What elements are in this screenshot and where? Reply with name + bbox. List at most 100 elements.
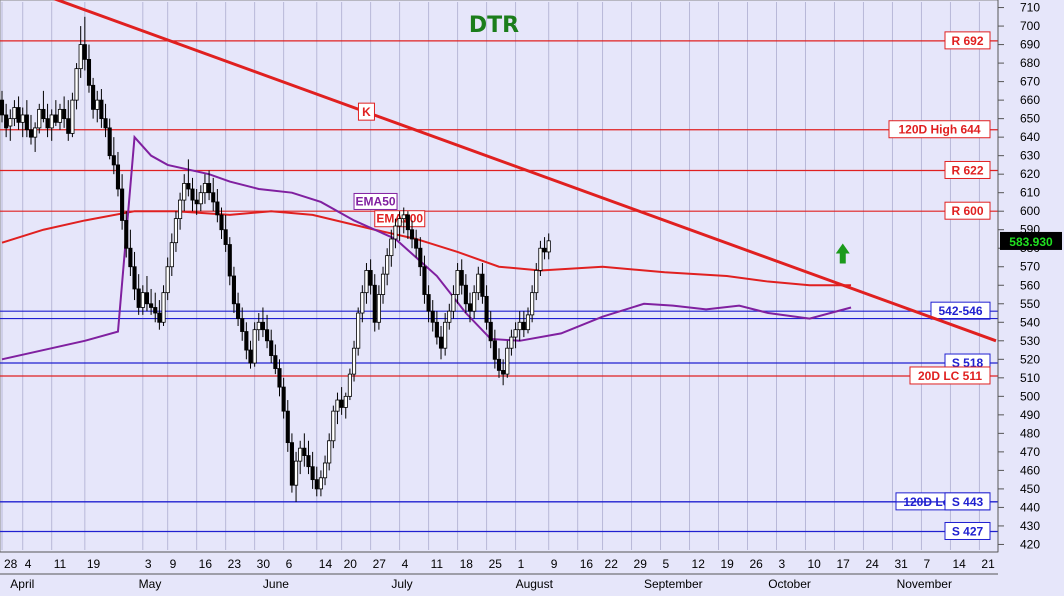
x-tick-label: 17 (836, 557, 850, 571)
candle-body (372, 284, 377, 323)
month-label: April (10, 577, 34, 591)
candle-body (409, 229, 415, 240)
candle-body (438, 336, 444, 349)
month-label: June (263, 577, 289, 591)
candle-body (467, 303, 473, 312)
candle-body (422, 266, 427, 295)
candle-body (136, 288, 141, 308)
candle-body (496, 358, 502, 371)
candle-body (451, 294, 456, 312)
month-label: September (644, 577, 703, 591)
candle-body (86, 58, 92, 86)
candle-body (509, 336, 514, 349)
x-tick-label: 30 (257, 557, 271, 571)
candle-body (128, 247, 133, 268)
level-label-box (944, 201, 991, 220)
candle-body (12, 107, 17, 120)
candle-body (534, 270, 539, 294)
level-label: 120D High 644 (898, 123, 980, 137)
x-tick-label: 9 (551, 557, 558, 571)
y-tick-label: 470 (1020, 445, 1040, 459)
candle-body (45, 118, 50, 129)
x-tick-label: 28 (4, 557, 18, 571)
candle-body (8, 118, 13, 127)
candle-body (517, 321, 522, 331)
x-tick-label: 3 (145, 557, 152, 571)
candle-body (418, 247, 423, 268)
candle-body (244, 331, 249, 351)
month-label: May (139, 577, 162, 591)
candle-body (149, 303, 154, 308)
candle-body (339, 399, 344, 408)
candle-body (169, 242, 174, 268)
y-tick-label: 500 (1020, 389, 1040, 403)
month-label: October (768, 577, 811, 591)
x-tick-label: 29 (634, 557, 648, 571)
candle-body (364, 270, 369, 294)
candle-body (318, 477, 323, 490)
y-tick-label: 680 (1020, 56, 1040, 70)
candle-body (426, 294, 431, 312)
candle-body (455, 270, 460, 295)
candle-body (240, 318, 245, 332)
candle-body (49, 114, 54, 129)
last-price-label: 583.930 (1009, 235, 1053, 249)
y-tick-label: 610 (1020, 186, 1040, 200)
candle-body (227, 244, 232, 277)
y-tick-label: 480 (1020, 426, 1040, 440)
candle-body (24, 114, 29, 131)
candle-body (95, 99, 100, 110)
candle-body (70, 99, 75, 134)
y-tick-label: 450 (1020, 482, 1040, 496)
candle-body (153, 307, 158, 314)
month-label: November (897, 577, 952, 591)
candle-body (20, 114, 25, 123)
candle-body (385, 255, 390, 275)
y-tick-label: 540 (1020, 315, 1040, 329)
x-tick-label: 21 (981, 557, 995, 571)
candle-body (194, 199, 199, 205)
candle-body (57, 108, 63, 123)
candle-body (111, 155, 116, 166)
candle-body (314, 479, 319, 490)
chart-title: DTR (469, 13, 519, 38)
candle-body (82, 44, 87, 60)
candle-body (347, 373, 352, 397)
x-tick-label: 11 (54, 557, 67, 571)
candle-body (256, 321, 261, 331)
level-label-box (888, 120, 991, 139)
candle-body (505, 347, 510, 375)
candle-body (484, 295, 489, 323)
x-tick-label: 20 (344, 557, 358, 571)
level-label: 542-546 (938, 304, 982, 318)
candle-body (294, 460, 299, 486)
candle-body (322, 462, 328, 479)
ema-label: EMA50 (356, 194, 396, 208)
candle-body (414, 238, 419, 249)
candle-body (140, 292, 145, 308)
x-tick-label: 5 (663, 557, 670, 571)
candle-body (285, 410, 290, 444)
last-price-box (1000, 231, 1062, 250)
x-tick-label: 11 (431, 557, 444, 571)
candle-body (182, 183, 187, 201)
y-tick-label: 660 (1020, 93, 1040, 107)
y-tick-label: 460 (1020, 463, 1040, 477)
candle-body (459, 270, 464, 286)
candle-body (165, 266, 170, 294)
candle-body (393, 225, 398, 240)
x-tick-label: 14 (952, 557, 966, 571)
month-label: August (516, 577, 554, 591)
candle-body (66, 118, 71, 134)
y-tick-label: 690 (1020, 38, 1040, 52)
ema-label-box (353, 192, 398, 210)
y-tick-label: 420 (1020, 537, 1040, 551)
candle-body (144, 292, 150, 305)
candle-body (331, 410, 336, 442)
candle-body (211, 192, 216, 203)
x-tick-label: 24 (865, 557, 879, 571)
resistance-trendline (53, 0, 997, 343)
candle-body (472, 292, 477, 312)
candle-body (401, 214, 406, 220)
